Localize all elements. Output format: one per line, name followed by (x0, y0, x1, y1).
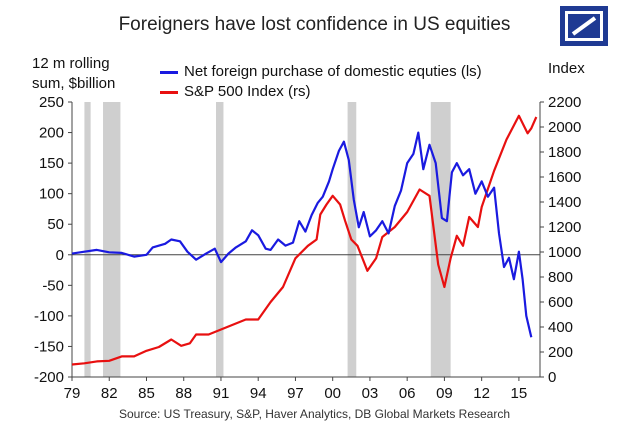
left-tick-label: -100 (34, 308, 64, 325)
legend-item-foreign-purchase: Net foreign purchase of domestic equties… (156, 63, 482, 80)
right-tick-label: 800 (548, 269, 573, 286)
x-tick-label: 97 (287, 385, 304, 402)
x-tick-label: 79 (64, 385, 81, 402)
x-tick-label: 03 (362, 385, 379, 402)
right-tick-label: 400 (548, 319, 573, 336)
legend-swatch-red (160, 90, 178, 94)
series-line-sp500 (71, 114, 538, 366)
legend-label-foreign-purchase: Net foreign purchase of domestic equties… (184, 63, 482, 80)
x-tick-label: 09 (436, 385, 453, 402)
x-tick-label: 15 (511, 385, 528, 402)
legend-swatch-blue (160, 70, 178, 74)
left-axis-label-line1: 12 m rolling (32, 55, 110, 72)
left-tick-label: -200 (34, 369, 64, 386)
left-tick-label: 50 (47, 216, 64, 233)
right-axis-label: Index (548, 60, 585, 77)
right-tick-label: 1200 (548, 219, 581, 236)
recession-band (103, 102, 121, 377)
right-tick-label: 1400 (548, 194, 581, 211)
deutsche-bank-logo-icon (560, 6, 608, 46)
left-axis-label-line2: sum, $billion (32, 75, 116, 92)
legend-label-sp500: S&P 500 Index (rs) (184, 83, 311, 100)
right-tick-label: 600 (548, 294, 573, 311)
recession-band (216, 102, 224, 377)
recession-band (84, 102, 91, 377)
x-tick-label: 12 (473, 385, 490, 402)
right-tick-label: 1600 (548, 169, 581, 186)
source-note: Source: US Treasury, S&P, Haver Analytic… (118, 407, 511, 421)
right-tick-label: 1800 (548, 144, 581, 161)
legend-item-sp500: S&P 500 Index (rs) (156, 83, 310, 100)
x-tick-label: 82 (101, 385, 118, 402)
left-tick-label: -150 (34, 338, 64, 355)
left-tick-label: 150 (39, 155, 64, 172)
chart-title: Foreigners have lost confidence in US eq… (118, 14, 511, 35)
x-tick-label: 00 (324, 385, 341, 402)
x-tick-label: 06 (399, 385, 416, 402)
left-tick-label: -50 (42, 277, 64, 294)
right-tick-label: 0 (548, 369, 556, 386)
recession-band (430, 102, 451, 377)
right-tick-label: 2000 (548, 119, 581, 136)
x-tick-label: 94 (250, 385, 267, 402)
right-tick-label: 2200 (548, 94, 581, 111)
left-tick-label: 250 (39, 94, 64, 111)
right-tick-label: 1000 (548, 244, 581, 261)
x-tick-label: 85 (138, 385, 155, 402)
left-tick-label: 100 (39, 186, 64, 203)
x-tick-label: 91 (213, 385, 230, 402)
x-tick-label: 88 (175, 385, 192, 402)
left-tick-label: 200 (39, 125, 64, 142)
left-tick-label: 0 (56, 247, 64, 264)
series-line-foreign-purchase (71, 131, 533, 338)
right-tick-label: 200 (548, 344, 573, 361)
